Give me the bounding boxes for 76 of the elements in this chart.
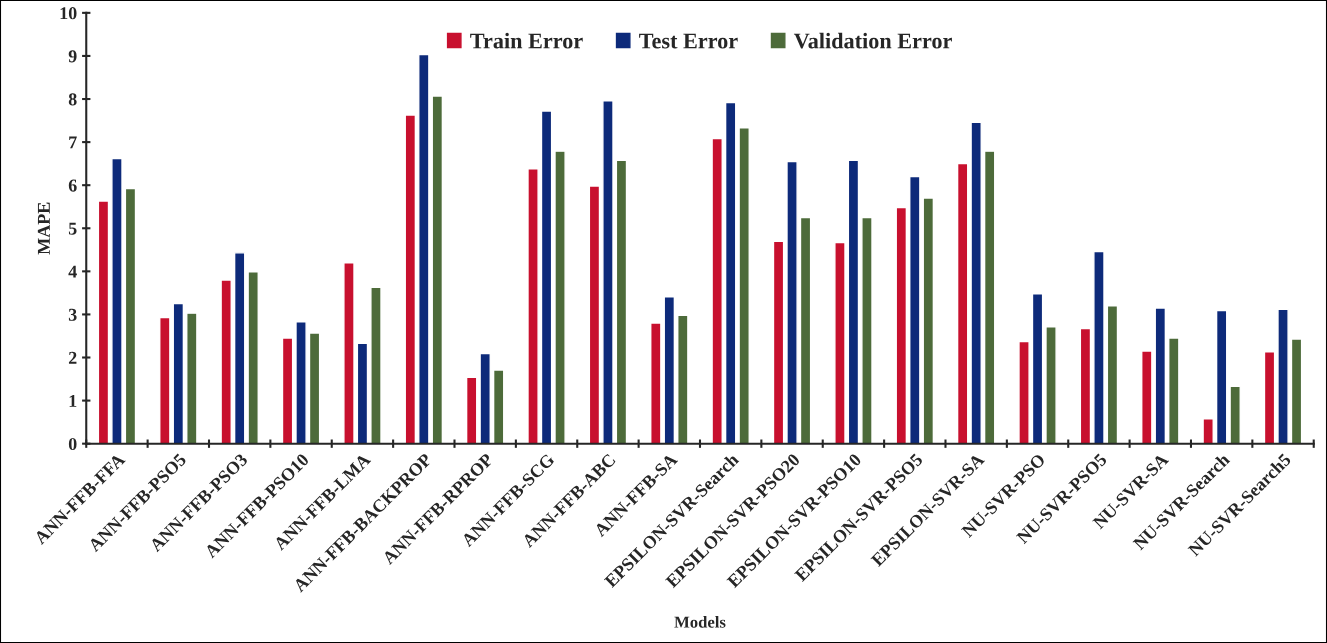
legend-label: Validation Error — [793, 32, 952, 49]
bar — [1045, 326, 1057, 444]
bar — [111, 157, 123, 444]
bar — [1290, 338, 1303, 444]
y-tick-label: 4 — [68, 265, 77, 278]
bar — [1263, 351, 1276, 444]
bar — [1277, 308, 1289, 444]
bar — [1168, 337, 1180, 444]
y-tick-label: 0 — [68, 437, 77, 451]
y-tick-label: 3 — [68, 308, 77, 321]
y-tick-label: 10 — [60, 7, 77, 20]
bar — [431, 95, 444, 444]
y-tick-label: 9 — [68, 50, 77, 63]
bar — [724, 101, 737, 444]
bar — [1106, 305, 1119, 444]
bar — [281, 337, 294, 444]
bar — [1141, 350, 1153, 444]
legend-label: Train Error — [470, 32, 583, 49]
bar — [922, 197, 935, 444]
bar — [861, 216, 873, 444]
y-tick-label: 8 — [68, 93, 77, 106]
bar — [738, 127, 750, 444]
bar — [1079, 327, 1092, 444]
bar — [404, 114, 417, 444]
bar — [711, 137, 723, 444]
bar — [418, 53, 430, 444]
bar — [97, 200, 110, 444]
bar — [540, 110, 553, 444]
bar — [1215, 309, 1228, 444]
bar — [1093, 250, 1105, 444]
bar — [588, 185, 601, 444]
y-tick-label: 2 — [68, 351, 77, 364]
bar — [186, 312, 198, 444]
bar — [220, 279, 232, 444]
bar — [1229, 385, 1241, 444]
bar — [602, 100, 614, 444]
bar — [909, 175, 921, 444]
bar — [308, 332, 321, 444]
bar — [492, 369, 505, 444]
bar — [1031, 293, 1044, 444]
bar — [1154, 307, 1167, 444]
x-axis-title: Models — [674, 615, 726, 628]
bar — [834, 241, 846, 444]
bar — [983, 150, 996, 444]
bar — [895, 206, 908, 444]
bar — [956, 162, 969, 444]
bar — [799, 216, 812, 444]
legend-label: Test Error — [639, 33, 738, 49]
bar — [356, 342, 369, 444]
bar — [343, 262, 355, 444]
bar — [847, 159, 860, 444]
bar — [1018, 340, 1030, 444]
bar — [677, 314, 689, 444]
bar — [370, 286, 382, 444]
bar — [465, 376, 478, 444]
bar — [527, 168, 539, 444]
y-tick-label: 5 — [68, 222, 77, 235]
y-axis-title: MAPE — [37, 202, 50, 255]
bar — [479, 352, 491, 444]
bar — [172, 302, 185, 444]
bar — [650, 322, 662, 444]
bar — [970, 121, 982, 444]
bar — [1202, 417, 1214, 444]
y-tick-label: 1 — [69, 394, 77, 407]
bar — [247, 271, 259, 444]
bar — [772, 240, 785, 444]
bar — [159, 316, 171, 444]
bar — [554, 150, 566, 444]
bar — [295, 321, 307, 444]
y-tick-label: 6 — [68, 179, 77, 192]
bar — [786, 160, 798, 444]
bar — [124, 187, 137, 444]
bar — [615, 159, 628, 444]
y-tick-label: 7 — [69, 136, 77, 149]
bar — [663, 296, 676, 444]
bar — [233, 252, 246, 444]
